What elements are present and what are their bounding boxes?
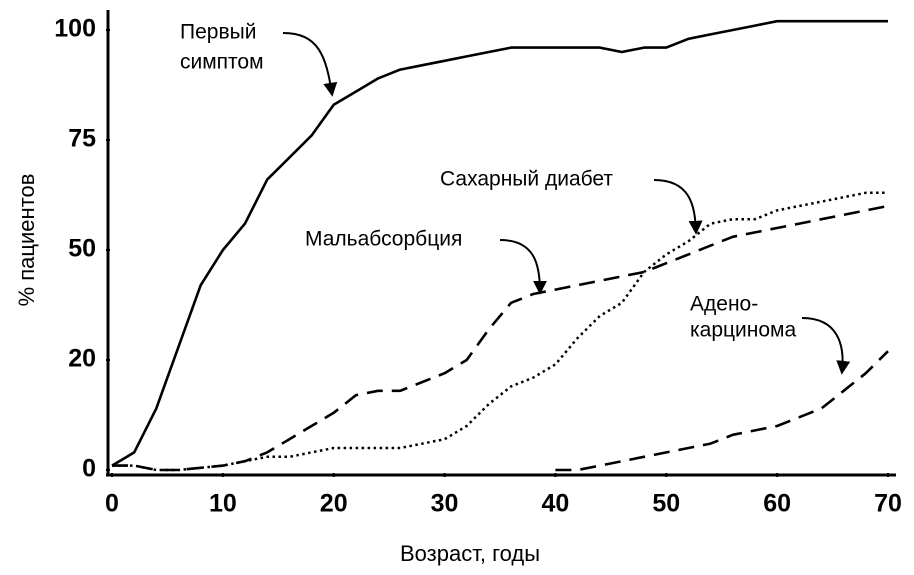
x-tick-label: 10 xyxy=(209,490,237,518)
annotation-arrow xyxy=(653,179,703,235)
x-tick-label: 30 xyxy=(431,490,459,518)
x-tick-label: 0 xyxy=(105,490,119,518)
y-tick-label: 100 xyxy=(54,15,96,43)
annotation: симптом xyxy=(180,51,264,74)
x-tick-label: 70 xyxy=(874,490,902,518)
x-tick-label: 50 xyxy=(652,490,680,518)
x-axis-label: Возраст, годы xyxy=(400,541,540,566)
annotation-arrow xyxy=(499,239,547,295)
x-tick-label: 40 xyxy=(542,490,570,518)
y-axis-label: % пациентов xyxy=(14,174,39,307)
x-tick-label: 20 xyxy=(320,490,348,518)
annotation: Адено- xyxy=(690,293,758,316)
y-tick-label: 0 xyxy=(82,455,96,483)
y-tick-label: 20 xyxy=(68,345,96,373)
line-series xyxy=(111,19,888,467)
y-tick-label: 50 xyxy=(68,235,96,263)
annotation-arrow xyxy=(801,317,851,375)
annotation: Первый xyxy=(180,21,256,44)
annotation: карцинома xyxy=(690,319,796,342)
line-series xyxy=(555,350,889,472)
y-tick-label: 75 xyxy=(68,125,96,153)
x-tick-label: 60 xyxy=(763,490,791,518)
annotation: Сахарный диабет xyxy=(440,168,613,191)
annotation: Мальабсорбция xyxy=(305,228,462,251)
annotation-arrow xyxy=(282,32,338,97)
line-series xyxy=(112,204,889,472)
